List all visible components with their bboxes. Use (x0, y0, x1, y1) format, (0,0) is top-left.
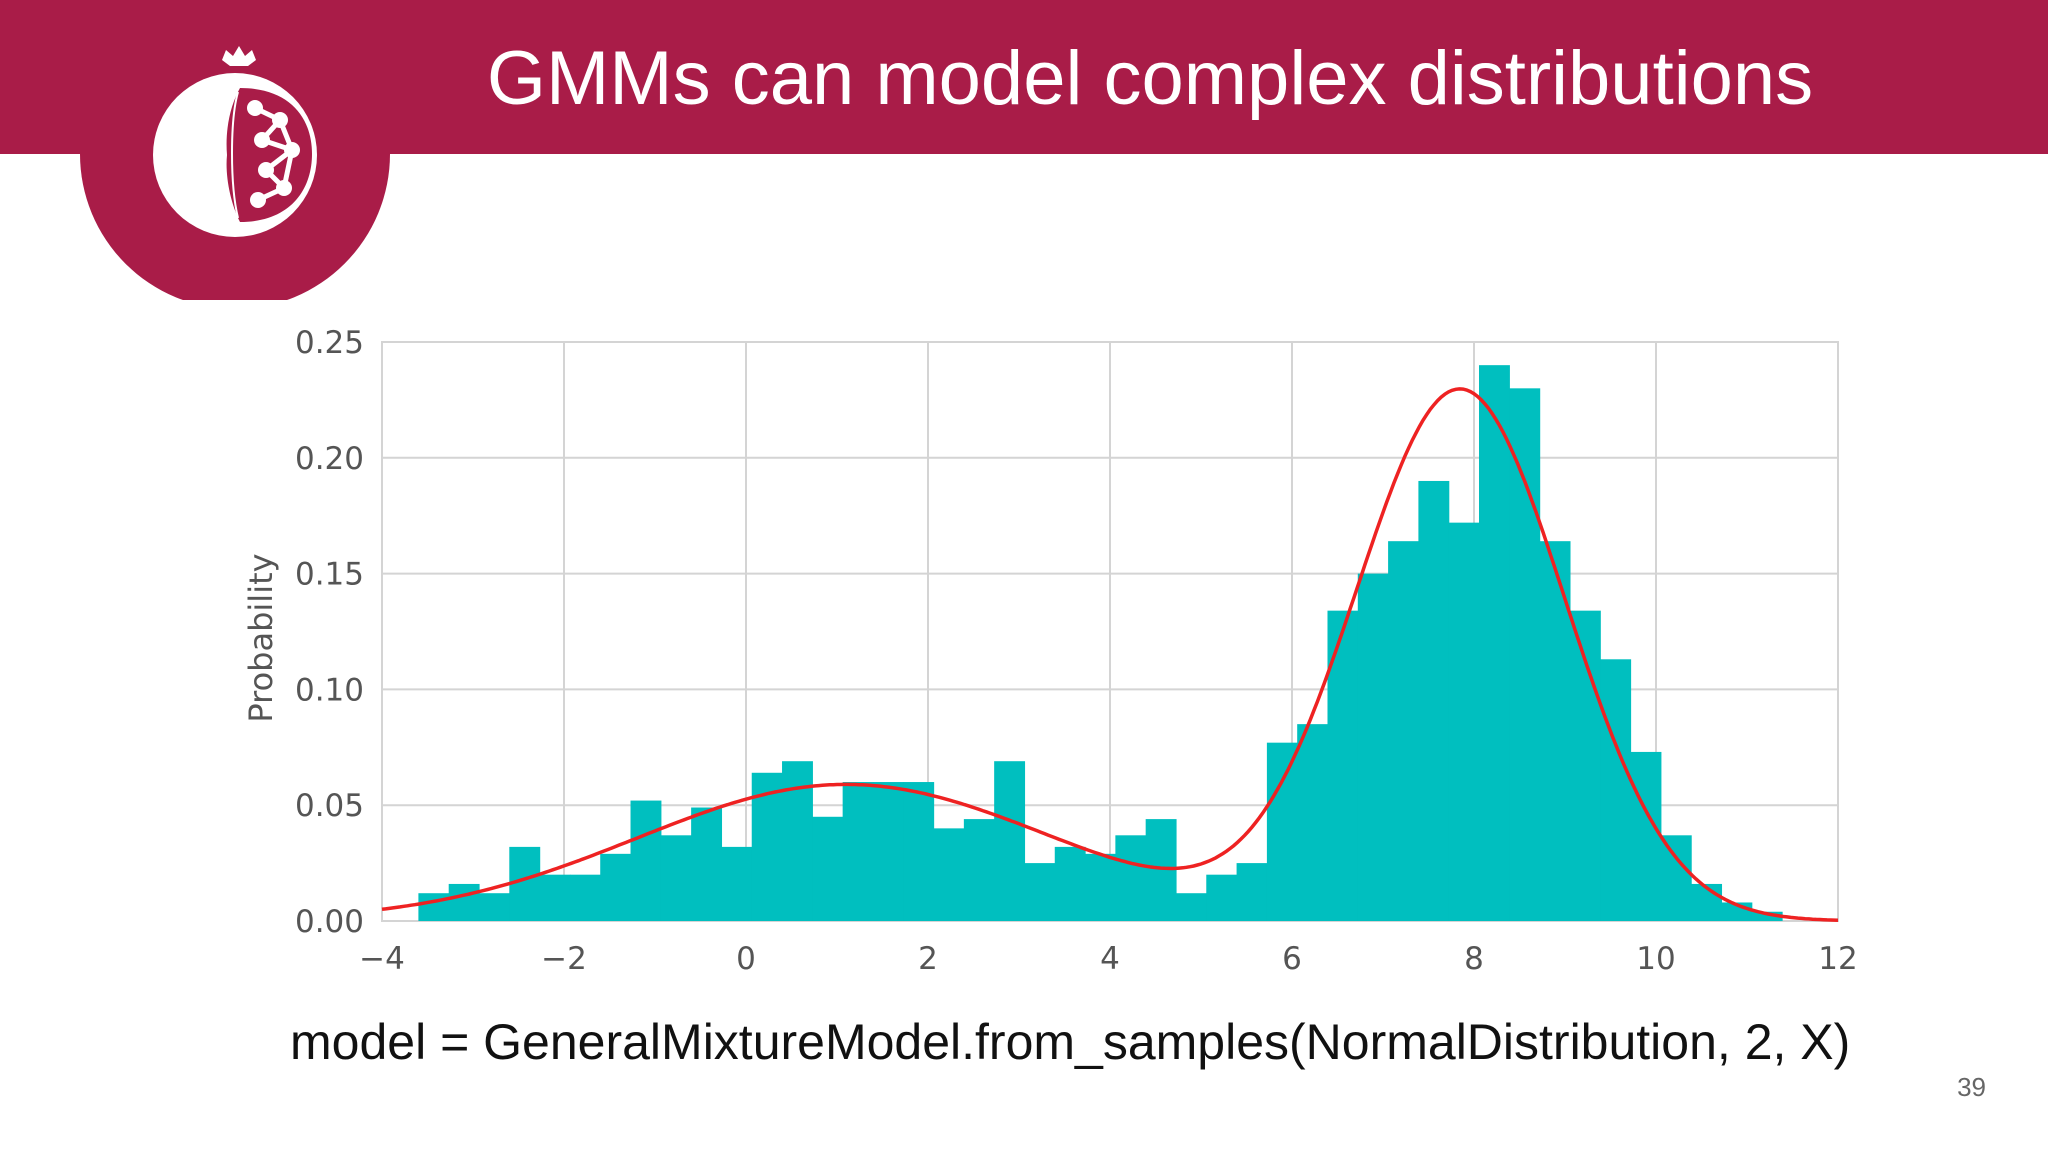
histogram-bar (903, 782, 935, 921)
histogram-bar (1175, 893, 1207, 921)
histogram-bar (1660, 835, 1692, 921)
page-number: 39 (1957, 1072, 1986, 1102)
histogram-bar (1115, 835, 1147, 921)
pomegranate-network-logo-icon (80, 46, 390, 300)
histogram-bar (630, 800, 662, 921)
histogram-bars (418, 365, 1783, 921)
y-tick-label: 0.05 (295, 788, 364, 824)
histogram-bar (1418, 480, 1450, 921)
histogram-bar (1509, 388, 1541, 921)
histogram-bar (1448, 522, 1480, 921)
y-tick-label: 0.15 (295, 557, 364, 593)
histogram-bar (963, 819, 995, 921)
histogram-bar (1266, 742, 1298, 921)
histogram-bar (600, 853, 632, 921)
x-tick-label: 12 (1818, 941, 1857, 977)
histogram-bar (1297, 724, 1329, 921)
x-tick-label: 8 (1464, 941, 1484, 977)
code-line: model = GeneralMixtureModel.from_samples… (290, 1014, 1851, 1070)
y-tick-label: 0.25 (295, 325, 364, 361)
tick-labels: −4 −2 0 2 4 6 8 10 12 0.00 0.05 0.10 0.15 0.20 0.25 (295, 325, 1858, 977)
histogram-bar (509, 846, 541, 921)
x-tick-label: 0 (736, 941, 756, 977)
x-tick-label: 10 (1636, 941, 1675, 977)
y-axis-label: Probability (242, 553, 280, 722)
histogram-bar (539, 874, 571, 921)
x-tick-label: 6 (1282, 941, 1302, 977)
histogram-bar (660, 835, 692, 921)
x-tick-label: −2 (541, 941, 587, 977)
x-tick-label: 4 (1100, 941, 1120, 977)
histogram-bar (721, 846, 753, 921)
histogram-bar (448, 883, 480, 921)
histogram-bar (812, 816, 844, 921)
histogram-bar (1751, 911, 1783, 921)
slide-title: GMMs can model complex distributions (486, 36, 1814, 121)
histogram-bar (994, 761, 1026, 921)
histogram-bar (872, 782, 904, 921)
histogram-bar (842, 782, 874, 921)
histogram-bar (933, 828, 965, 921)
gmm-density-curve (381, 387, 1839, 922)
histogram-bar (1206, 874, 1238, 921)
histogram-bar (1388, 541, 1419, 921)
header-bar (0, 0, 2048, 154)
y-tick-label: 0.00 (295, 904, 364, 940)
histogram-bar (1600, 659, 1632, 921)
y-tick-label: 0.10 (295, 672, 364, 708)
x-tick-label: 2 (918, 941, 938, 977)
histogram-bar (569, 874, 601, 921)
histogram-bar (691, 807, 723, 921)
histogram-bar (1479, 365, 1510, 921)
histogram-bar (479, 893, 510, 921)
x-tick-label: −4 (359, 941, 405, 977)
histogram-bar (1630, 751, 1662, 921)
histogram-bar (1236, 863, 1268, 921)
histogram-bar (1085, 853, 1116, 921)
histogram-bar (1357, 573, 1389, 921)
y-tick-label: 0.20 (295, 441, 364, 477)
histogram-bar (1691, 883, 1723, 921)
histogram-bar (1024, 863, 1056, 921)
histogram-bar (418, 893, 450, 921)
histogram-bar (1054, 846, 1086, 921)
